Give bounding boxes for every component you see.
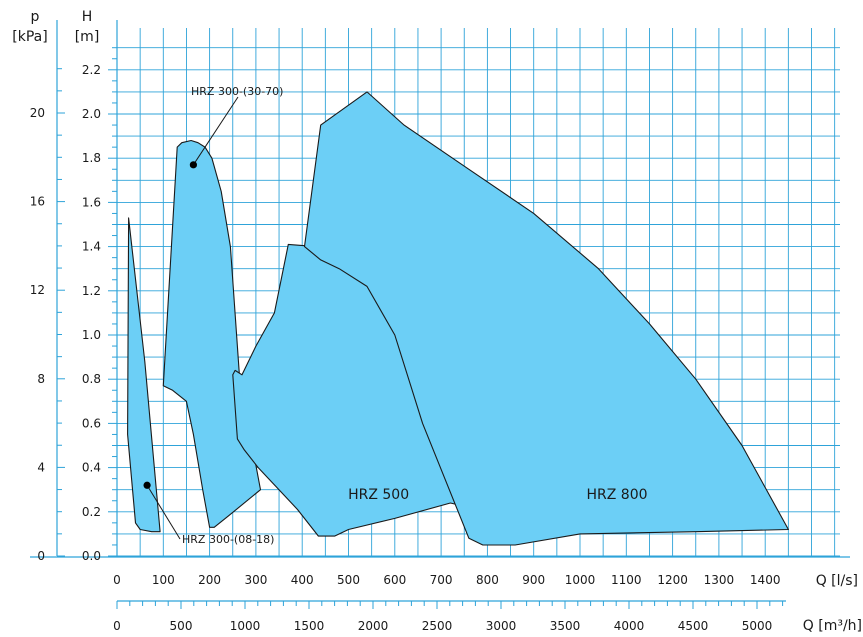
- q-ls-tick-label: 400: [291, 573, 314, 587]
- performance-areas: [127, 91, 789, 546]
- area-hrz-300-30-70: [162, 139, 262, 528]
- q-ls-tick-label: 100: [152, 573, 175, 587]
- q-ls-tick-label: 200: [198, 573, 221, 587]
- area-hrz-800: [303, 91, 789, 546]
- q-m3h-tick-label: 1000: [230, 619, 261, 633]
- h-tick-label: 1.0: [82, 328, 101, 342]
- q-ls-tick-label: 1000: [565, 573, 596, 587]
- p-axis-symbol: p: [31, 9, 40, 25]
- q-m3h-tick-label: 5000: [742, 619, 773, 633]
- region-label-hrz-500: HRZ 500: [348, 487, 409, 503]
- q-m3h-tick-label: 1500: [294, 619, 325, 633]
- q-ls-tick-label: 500: [337, 573, 360, 587]
- q-m3h-tick-label: 3000: [486, 619, 517, 633]
- h-tick-label: 0.8: [82, 372, 101, 386]
- q-ls-tick-label: 800: [476, 573, 499, 587]
- p-tick-label: 0: [37, 549, 45, 563]
- h-tick-label: 1.8: [82, 151, 101, 165]
- q-ls-tick-label: 1300: [704, 573, 735, 587]
- h-tick-label: 1.6: [82, 195, 101, 209]
- h-tick-label: 0.0: [82, 549, 101, 563]
- p-tick-label: 16: [30, 195, 45, 209]
- q-ls-tick-label: 1200: [657, 573, 688, 587]
- annotation-leader: [146, 485, 181, 540]
- annotation-label-hrz-300-08-18: HRZ 300-(08-18): [182, 533, 274, 546]
- annotation-label-hrz-300-30-70: HRZ 300-(30-70): [191, 85, 283, 98]
- h-tick-label: 1.4: [82, 240, 101, 254]
- q-m3h-axis-label: Q [m³/h]: [803, 618, 862, 634]
- q-m3h-tick-label: 3500: [550, 619, 581, 633]
- annotation-point: [143, 481, 151, 489]
- q-ls-axis-label: Q [l/s]: [816, 573, 858, 589]
- h-tick-label: 1.2: [82, 284, 101, 298]
- p-tick-label: 4: [37, 460, 45, 474]
- p-tick-label: 8: [37, 372, 45, 386]
- p-tick-label: 12: [30, 283, 45, 297]
- q-ls-tick-label: 600: [383, 573, 406, 587]
- annotation-point: [189, 161, 197, 169]
- q-m3h-tick-label: 2500: [422, 619, 453, 633]
- area-hrz-300-08-18: [127, 217, 161, 533]
- q-m3h-tick-label: 2000: [358, 619, 389, 633]
- h-axis-symbol: H: [82, 9, 93, 25]
- q-ls-tick-label: 900: [522, 573, 545, 587]
- q-m3h-tick-label: 0: [113, 619, 121, 633]
- h-tick-label: 0.6: [82, 416, 101, 430]
- labels: 0 4 8 12 16 20 p [kPa] 0.0 0.2 0.4 0.6 0.8 1.0 1.2 1.4 1…: [12, 9, 862, 634]
- region-label-hrz-800: HRZ 800: [587, 487, 648, 503]
- h-axis-unit: [m]: [75, 29, 100, 45]
- q-m3h-tick-label: 4500: [678, 619, 709, 633]
- annotation-leader: [192, 96, 239, 166]
- q-ls-tick-label: 300: [244, 573, 267, 587]
- q-ls-tick-label: 1100: [611, 573, 642, 587]
- h-tick-label: 0.4: [82, 461, 101, 475]
- q-m3h-tick-label: 4000: [614, 619, 645, 633]
- q-ls-tick-label: 0: [113, 573, 121, 587]
- axes: [30, 20, 850, 609]
- q-ls-tick-label: 700: [430, 573, 453, 587]
- h-tick-label: 0.2: [82, 505, 101, 519]
- h-tick-label: 2.0: [82, 107, 101, 121]
- h-tick-label: 2.2: [82, 63, 101, 77]
- q-m3h-tick-label: 500: [170, 619, 193, 633]
- q-ls-tick-label: 1400: [750, 573, 781, 587]
- p-tick-label: 20: [30, 106, 45, 120]
- p-axis-unit: [kPa]: [12, 29, 47, 45]
